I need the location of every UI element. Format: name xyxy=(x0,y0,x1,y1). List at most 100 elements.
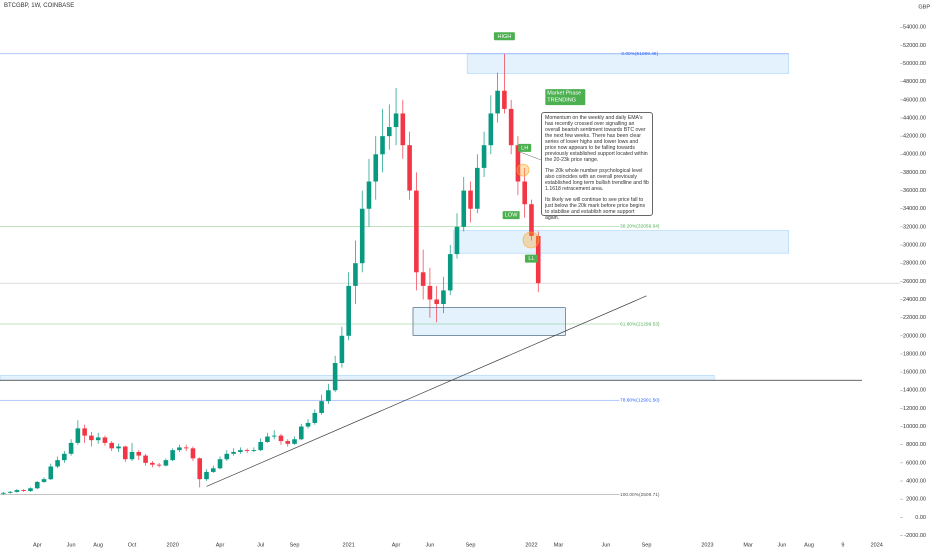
candle-body xyxy=(461,190,467,227)
y-tick-label: 42000.00 xyxy=(903,134,926,140)
candle-body xyxy=(197,458,203,480)
x-tick-label: Apr xyxy=(216,542,225,548)
candle-body xyxy=(163,460,169,466)
candle-body xyxy=(1,492,6,494)
x-tick-label: Jun xyxy=(601,542,610,548)
candle-body xyxy=(89,435,94,441)
candle-body xyxy=(122,446,128,460)
y-tick-label: 32000.00 xyxy=(903,224,926,230)
note-box: Momentum on the weekly and daily EMA's h… xyxy=(541,112,653,221)
candle-body xyxy=(488,113,494,146)
x-tick-label: Mar xyxy=(743,542,753,548)
x-tick-label: 2024 xyxy=(871,542,883,548)
annotation-label: LL xyxy=(528,256,534,262)
highlight-circle xyxy=(522,231,540,249)
y-axis-label: GBP xyxy=(918,4,930,10)
candle-body xyxy=(434,299,439,305)
x-tick-label: Aug xyxy=(804,542,814,548)
y-tick-label: -2000.00 xyxy=(904,533,926,539)
x-tick-label: 2022 xyxy=(525,542,537,548)
y-tick-label: 20000.00 xyxy=(903,333,926,339)
candle-body xyxy=(319,401,324,413)
y-tick-label: 24000.00 xyxy=(903,297,926,303)
candle-body xyxy=(143,455,148,463)
zone xyxy=(0,374,715,381)
candle-body xyxy=(129,451,135,460)
x-tick-label: Apr xyxy=(392,542,401,548)
candle-body xyxy=(210,468,216,472)
y-tick-label: 2000.00 xyxy=(906,497,926,503)
candle-body xyxy=(447,254,453,291)
y-tick-label: 8000.00 xyxy=(906,442,926,448)
fib-label: 0.00%(51069.46) xyxy=(621,51,658,57)
candle-body xyxy=(420,272,426,286)
zone xyxy=(453,230,790,254)
note-text: Momentum on the weekly and daily EMA's h… xyxy=(545,115,648,163)
note-pointer xyxy=(519,151,542,161)
y-tick-label: 54000.00 xyxy=(903,25,926,31)
candle-body xyxy=(414,190,419,273)
x-tick-label: 2020 xyxy=(167,542,179,548)
candle-body xyxy=(190,448,196,459)
annotation-label: LOW xyxy=(505,213,518,219)
annotation-box xyxy=(524,254,538,263)
x-tick-label: Sep xyxy=(466,542,476,548)
candle-body xyxy=(265,436,270,442)
fib-label: 78.60%(12901.50) xyxy=(620,397,660,403)
candle-body xyxy=(21,490,27,491)
candle-body xyxy=(339,335,345,364)
candle-body xyxy=(217,459,223,469)
x-tick-label: Sep xyxy=(290,542,300,548)
candle-body xyxy=(393,113,399,128)
candle-body xyxy=(224,453,230,460)
candle-body xyxy=(251,450,257,452)
candle-body xyxy=(68,442,74,454)
candle-body xyxy=(48,466,54,480)
x-tick-label: 2021 xyxy=(343,542,355,548)
candle-body xyxy=(454,226,460,255)
candle-body xyxy=(285,441,291,444)
candle-body xyxy=(41,479,47,482)
candle-body xyxy=(292,439,297,444)
candle-body xyxy=(380,136,385,155)
x-tick-label: 9 xyxy=(841,542,844,548)
y-tick-label: 12000.00 xyxy=(903,406,926,412)
y-tick-label: 52000.00 xyxy=(903,43,926,49)
highlight-circle xyxy=(516,163,530,177)
y-tick-label: 10000.00 xyxy=(903,424,926,430)
y-tick-label: 36000.00 xyxy=(903,188,926,194)
candle-body xyxy=(231,451,236,454)
fib-label: 100.00%(2509.71) xyxy=(620,492,660,498)
trendline xyxy=(206,295,647,487)
candle-body xyxy=(136,451,142,456)
x-tick-label: Jul xyxy=(257,542,264,548)
candle-body xyxy=(353,263,358,286)
candle-body xyxy=(508,108,514,146)
candle-body xyxy=(441,290,446,305)
candle-body xyxy=(346,285,351,336)
candle-body xyxy=(75,428,81,443)
candle-body xyxy=(535,235,541,284)
candle-body xyxy=(373,154,379,182)
candle-body xyxy=(28,488,33,491)
candle-body xyxy=(258,441,263,451)
x-tick-label: 2023 xyxy=(701,542,713,548)
y-tick-label: 18000.00 xyxy=(903,351,926,357)
annotation-box xyxy=(545,89,586,106)
candle-body xyxy=(332,363,338,391)
candle-body xyxy=(475,167,480,209)
zone xyxy=(412,307,566,336)
fib-label: 38.20%(32059.64) xyxy=(620,224,660,230)
candle-body xyxy=(481,145,487,168)
fib-label: 61.80%(21299.53) xyxy=(620,321,660,327)
y-tick-label: 46000.00 xyxy=(903,97,926,103)
candle-body xyxy=(298,426,304,440)
candle-body xyxy=(109,442,115,449)
annotation-label: LH xyxy=(521,145,528,151)
candle-body xyxy=(400,113,406,146)
x-tick-label: Aug xyxy=(93,542,103,548)
x-tick-label: Jun xyxy=(778,542,787,548)
y-tick-label: 40000.00 xyxy=(903,152,926,158)
candle-body xyxy=(150,462,155,465)
